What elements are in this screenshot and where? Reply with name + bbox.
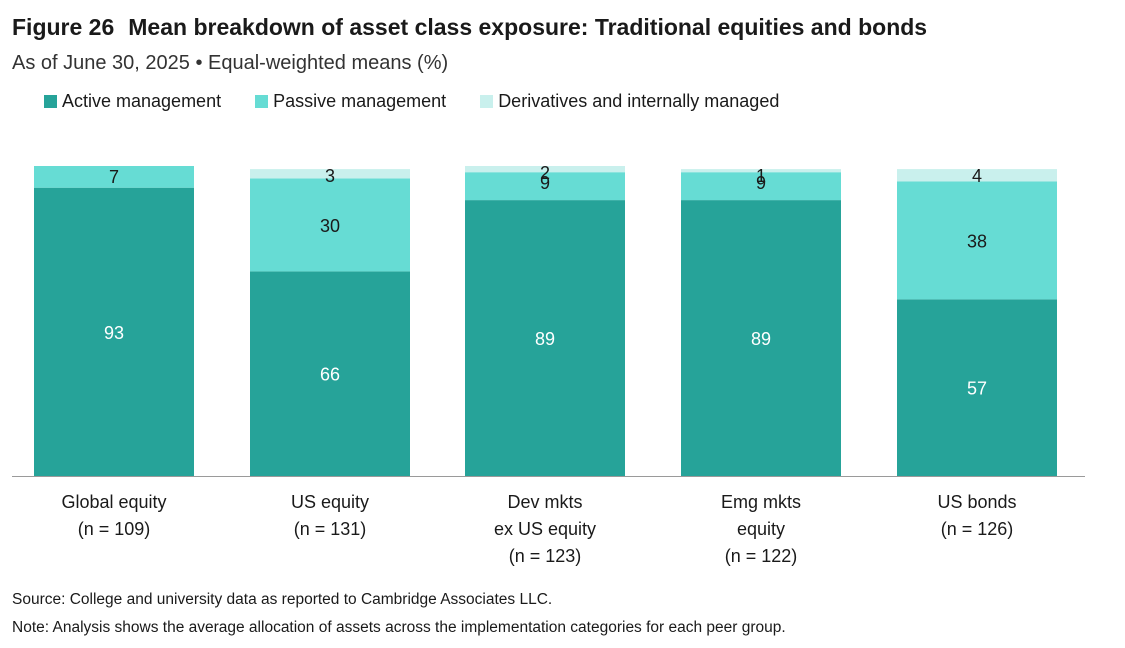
category-label-1-line-1: Global equity — [61, 492, 166, 512]
value-label-derivatives-4: 1 — [756, 166, 766, 186]
category-label-5-line-2: (n = 126) — [941, 519, 1014, 539]
bar-passive-5 — [897, 181, 1057, 300]
value-label-active-2: 66 — [320, 365, 340, 385]
value-label-passive-3: 9 — [540, 173, 550, 193]
bar-passive-1 — [34, 166, 194, 188]
value-label-active-3: 89 — [535, 329, 555, 349]
legend-swatch-passive — [255, 95, 269, 108]
category-label-4-line-1: Emg mkts — [721, 492, 801, 512]
bar-passive-3 — [465, 172, 625, 201]
source-note: Source: College and university data as r… — [12, 591, 553, 608]
bar-active-2 — [250, 271, 410, 476]
bar-active-3 — [465, 200, 625, 476]
value-label-passive-5: 38 — [967, 231, 987, 251]
category-label-3-line-2: ex US equity — [494, 519, 596, 539]
value-label-active-4: 89 — [751, 329, 771, 349]
value-label-derivatives-3: 2 — [540, 163, 550, 183]
bar-derivatives-4 — [681, 169, 841, 173]
legend-item-derivatives: Derivatives and internally managed — [480, 91, 779, 112]
bar-derivatives-5 — [897, 169, 1057, 182]
category-label-4-line-2: equity — [737, 519, 785, 539]
legend-label-active: Active management — [62, 91, 222, 111]
category-label-2-line-1: US equity — [291, 492, 369, 512]
value-label-active-1: 93 — [104, 323, 124, 343]
category-label-2-line-2: (n = 131) — [294, 519, 367, 539]
legend-swatch-active — [44, 95, 57, 108]
stacked-bar-chart: 93 7 Global equity (n = 109) 66 30 3 US equity (… — [12, 163, 1085, 566]
bar-passive-4 — [681, 172, 841, 201]
value-label-derivatives-2: 3 — [325, 166, 335, 186]
chart-title: Figure 26 Mean breakdown of asset class e… — [12, 14, 927, 41]
bar-active-4 — [681, 200, 841, 476]
bar-active-1 — [34, 187, 194, 476]
legend-item-active: Active management — [44, 91, 221, 112]
category-label-3-line-3: (n = 123) — [509, 546, 582, 566]
legend-swatch-derivatives — [480, 95, 494, 108]
value-label-passive-1: 7 — [109, 167, 119, 187]
bar-derivatives-2 — [250, 169, 410, 179]
bar-active-5 — [897, 299, 1057, 476]
category-label-3-line-1: Dev mkts — [507, 492, 582, 512]
category-label-4-line-3: (n = 122) — [725, 546, 798, 566]
legend-label-derivatives: Derivatives and internally managed — [498, 91, 780, 111]
chart-legend: Active management Passive management Der… — [44, 91, 813, 112]
category-label-1-line-2: (n = 109) — [78, 519, 151, 539]
value-label-active-5: 57 — [967, 379, 987, 399]
legend-item-passive: Passive management — [255, 91, 446, 112]
bar-derivatives-3 — [465, 166, 625, 173]
bar-passive-2 — [250, 178, 410, 272]
value-label-passive-2: 30 — [320, 216, 340, 236]
category-label-5-line-1: US bonds — [937, 492, 1016, 512]
value-label-passive-4: 9 — [756, 173, 766, 193]
figure-title: Mean breakdown of asset class exposure: … — [128, 14, 928, 40]
figure-number: Figure 26 — [12, 14, 115, 40]
value-label-derivatives-5: 4 — [972, 166, 982, 186]
legend-label-passive: Passive management — [273, 91, 447, 111]
chart-subtitle: As of June 30, 2025 • Equal-weighted mea… — [12, 52, 449, 74]
analysis-note: Note: Analysis shows the average allocat… — [12, 619, 786, 636]
